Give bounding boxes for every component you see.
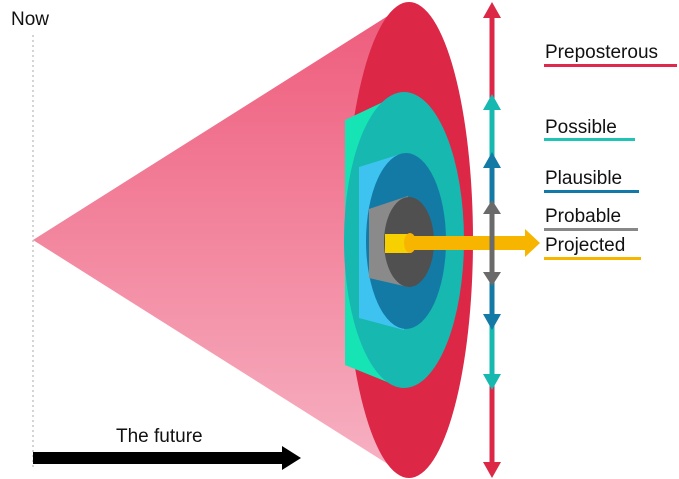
plausible-underline: [544, 190, 639, 193]
possible-underline: [544, 138, 635, 141]
probable-underline: [544, 228, 638, 231]
plausible-label: Plausible: [545, 168, 623, 189]
projected-arrow: [410, 229, 540, 257]
the-future-label: The future: [116, 426, 203, 447]
possible-label: Possible: [545, 117, 617, 138]
preposterous-label: Preposterous: [545, 42, 659, 63]
probable-label: Probable: [545, 206, 622, 227]
futures-cone: [33, 2, 410, 478]
projected-label: Projected: [545, 235, 626, 256]
probable-range-arrow: [483, 200, 501, 286]
future-arrow: [33, 446, 301, 470]
projected-cylinder: [385, 234, 411, 253]
preposterous-underline: [544, 64, 677, 67]
projected-underline: [544, 257, 641, 260]
projected-cylinder-end: [404, 233, 416, 253]
now-label: Now: [11, 9, 50, 30]
